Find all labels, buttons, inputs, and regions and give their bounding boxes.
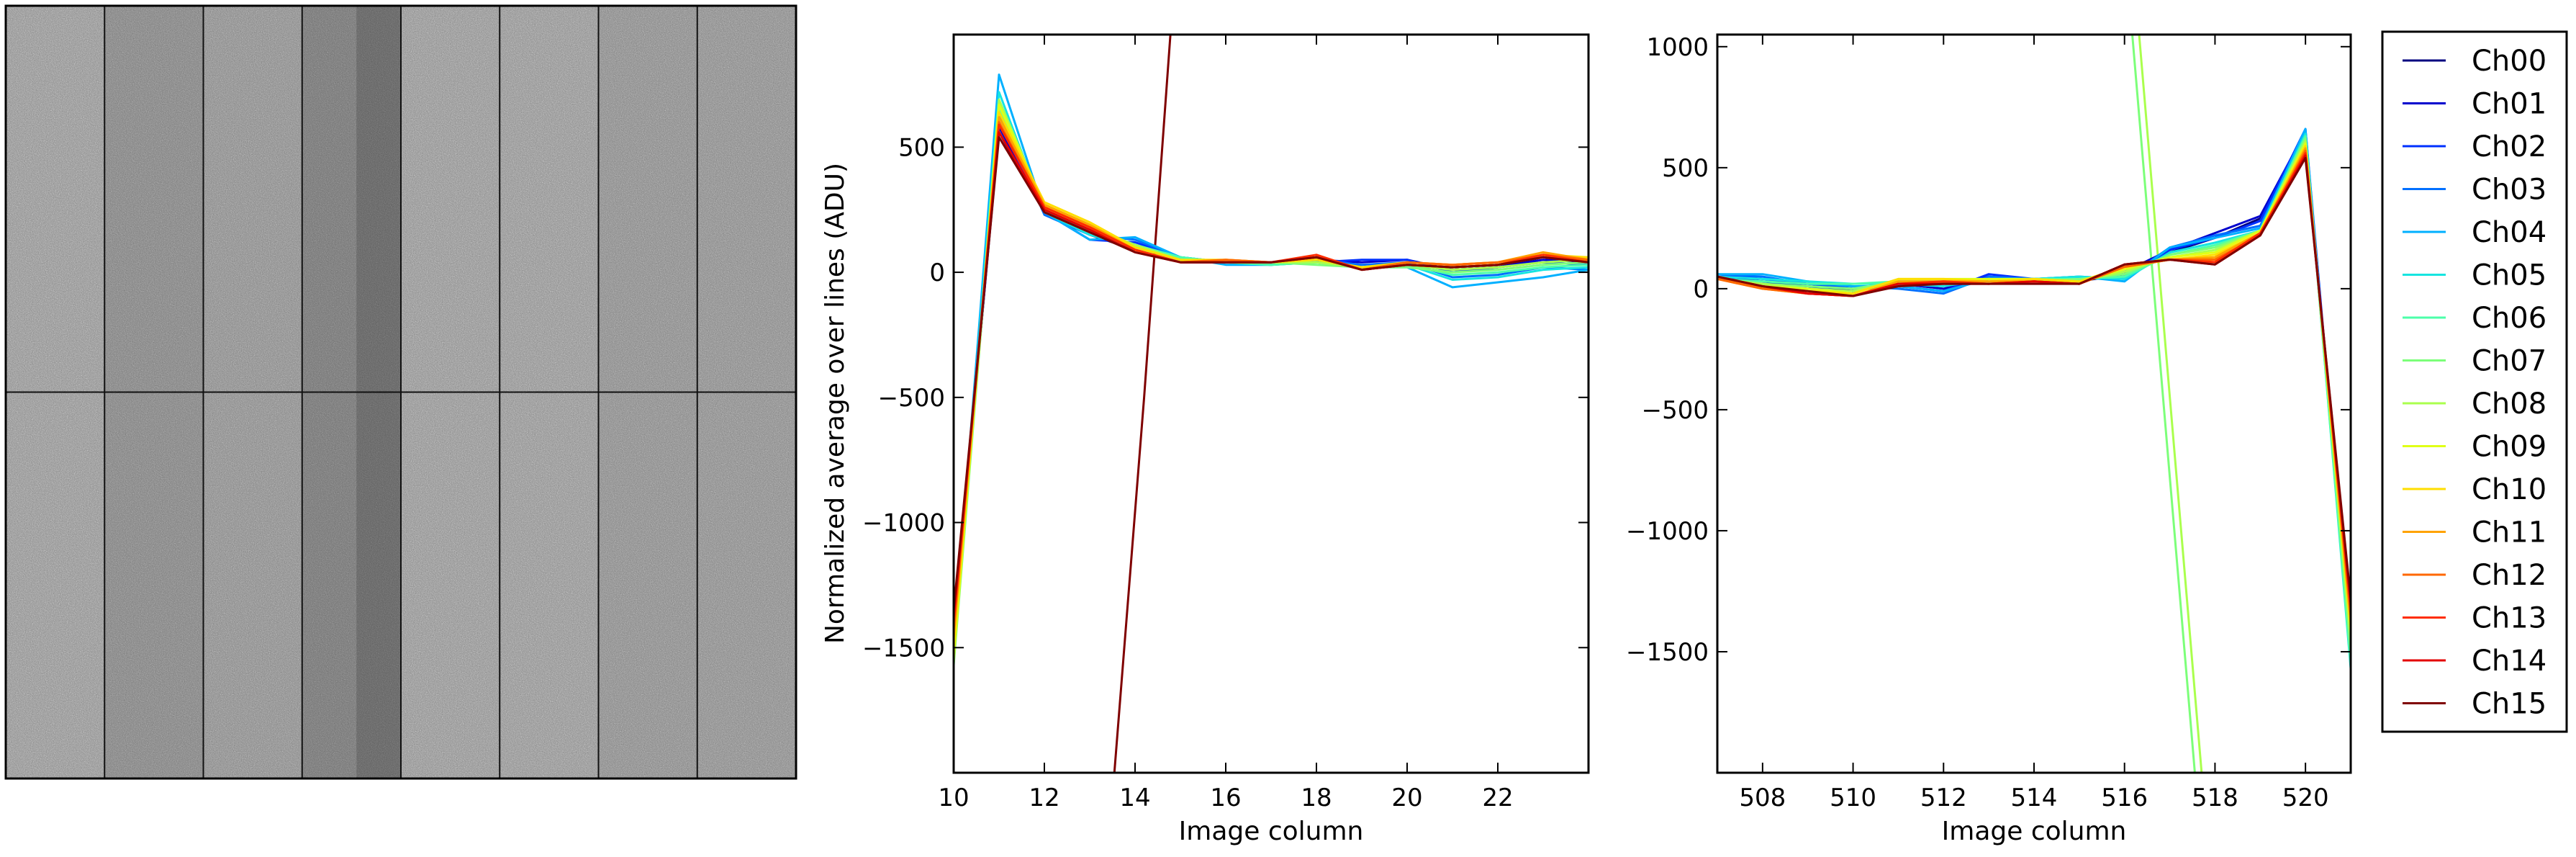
x-tick-label: 510 bbox=[1830, 784, 1876, 812]
legend-item-ch06: Ch06 bbox=[2403, 302, 2546, 335]
legend-item-ch09: Ch09 bbox=[2403, 431, 2546, 464]
legend-item-ch04: Ch04 bbox=[2403, 216, 2546, 249]
axis-ticks: 10 12 14 16 18 20 22 −1500 −1000 −500 0 500 bbox=[862, 35, 1588, 812]
x-tick-label: 520 bbox=[2282, 784, 2329, 812]
x-tick-label: 508 bbox=[1739, 784, 1786, 812]
legend-label: Ch15 bbox=[2472, 688, 2546, 721]
x-tick-label: 518 bbox=[2192, 784, 2238, 812]
legend-label: Ch00 bbox=[2472, 45, 2546, 78]
legend-label: Ch01 bbox=[2472, 88, 2546, 121]
outlier-line bbox=[1113, 35, 1172, 773]
image-frame bbox=[4, 4, 797, 780]
series-line-ch15 bbox=[954, 136, 1588, 611]
legend-label: Ch09 bbox=[2472, 431, 2546, 464]
plot-right-edge: 508 510 512 514 516 518 520 −1500 −1000 −500 0 500 1… bbox=[1626, 33, 2352, 846]
y-tick-label: −1000 bbox=[1626, 517, 1709, 546]
plot-left-edge: 10 12 14 16 18 20 22 −1500 −1000 −500 0 500 Image c… bbox=[821, 33, 1590, 846]
y-tick-label: −500 bbox=[878, 384, 945, 413]
x-tick-label: 12 bbox=[1029, 784, 1059, 812]
y-tick-label: −500 bbox=[1642, 396, 1709, 425]
y-tick-label: −1500 bbox=[1626, 638, 1709, 667]
legend-item-ch07: Ch07 bbox=[2403, 345, 2546, 378]
legend-label: Ch06 bbox=[2472, 302, 2546, 335]
outlier-line bbox=[2138, 35, 2203, 773]
y-tick-label: 1000 bbox=[1646, 33, 1709, 62]
legend-item-ch15: Ch15 bbox=[2403, 688, 2546, 721]
legend-item-ch08: Ch08 bbox=[2403, 387, 2546, 421]
x-tick-label: 18 bbox=[1301, 784, 1332, 812]
legend-label: Ch02 bbox=[2472, 130, 2546, 163]
y-tick-label: −1500 bbox=[862, 634, 945, 663]
y-axis-label: Normalized average over lines (ADU) bbox=[821, 163, 850, 644]
axis-ticks: 508 510 512 514 516 518 520 −1500 −1000 −500 0 500 1… bbox=[1626, 33, 2351, 812]
legend-item-ch03: Ch03 bbox=[2403, 174, 2546, 207]
legend: Ch00 Ch01 Ch02 Ch03 Ch04 Ch05 Ch06 Ch07 Ch08 Ch09… bbox=[2381, 30, 2568, 733]
x-tick-label: 516 bbox=[2101, 784, 2148, 812]
legend-item-ch14: Ch14 bbox=[2403, 645, 2546, 678]
x-tick-label: 10 bbox=[938, 784, 969, 812]
plot-frame bbox=[952, 33, 1590, 774]
legend-item-ch05: Ch05 bbox=[2403, 259, 2546, 292]
y-tick-label: −1000 bbox=[862, 509, 945, 538]
y-tick-label: 500 bbox=[1662, 154, 1709, 183]
series-lines bbox=[954, 35, 1588, 773]
x-tick-label: 14 bbox=[1119, 784, 1150, 812]
x-tick-label: 20 bbox=[1391, 784, 1422, 812]
legend-label: Ch07 bbox=[2472, 345, 2546, 378]
legend-item-ch11: Ch11 bbox=[2403, 516, 2546, 549]
series-line-ch15 bbox=[1717, 156, 2351, 599]
legend-item-ch12: Ch12 bbox=[2403, 559, 2546, 592]
y-tick-label: 500 bbox=[898, 133, 945, 162]
series-lines bbox=[1717, 35, 2351, 773]
y-tick-label: 0 bbox=[929, 259, 945, 287]
legend-item-ch13: Ch13 bbox=[2403, 602, 2546, 635]
legend-label: Ch14 bbox=[2472, 645, 2546, 678]
legend-label: Ch13 bbox=[2472, 602, 2546, 635]
legend-item-ch01: Ch01 bbox=[2403, 88, 2546, 121]
legend-label: Ch04 bbox=[2472, 216, 2546, 249]
outlier-line bbox=[2131, 35, 2196, 773]
x-axis-label: Image column bbox=[1942, 817, 2127, 846]
x-tick-label: 512 bbox=[1920, 784, 1967, 812]
noise-image-panel bbox=[4, 4, 797, 780]
legend-label: Ch11 bbox=[2472, 516, 2546, 549]
segment-borders bbox=[6, 6, 796, 779]
legend-label: Ch10 bbox=[2472, 473, 2546, 506]
x-axis-label: Image column bbox=[1179, 817, 1364, 846]
legend-frame bbox=[2381, 30, 2568, 733]
x-tick-label: 16 bbox=[1210, 784, 1241, 812]
x-tick-label: 22 bbox=[1482, 784, 1513, 812]
legend-label: Ch03 bbox=[2472, 174, 2546, 207]
legend-label: Ch08 bbox=[2472, 387, 2546, 421]
x-tick-label: 514 bbox=[2011, 784, 2058, 812]
legend-item-ch10: Ch10 bbox=[2403, 473, 2546, 506]
y-tick-label: 0 bbox=[1693, 275, 1709, 304]
legend-label: Ch12 bbox=[2472, 559, 2546, 592]
legend-label: Ch05 bbox=[2472, 259, 2546, 292]
legend-item-ch02: Ch02 bbox=[2403, 130, 2546, 163]
legend-item-ch00: Ch00 bbox=[2403, 45, 2546, 78]
